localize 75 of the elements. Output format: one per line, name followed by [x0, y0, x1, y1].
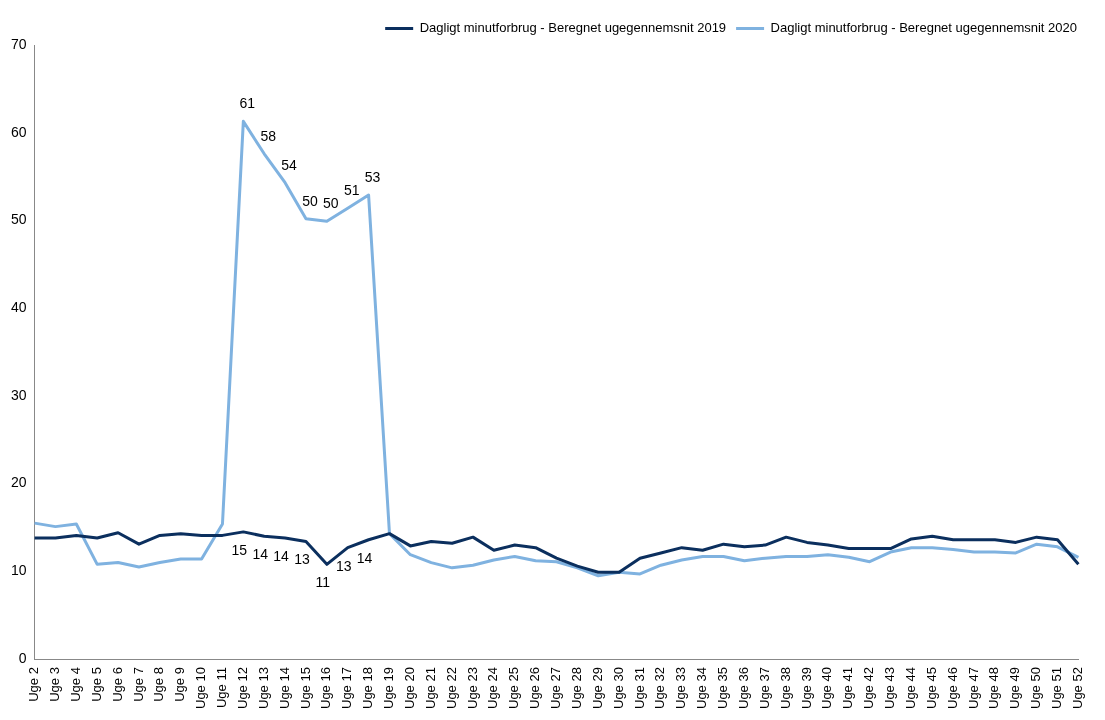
x-tick-label: Uge 21 — [422, 667, 438, 709]
data-label: 51 — [343, 182, 360, 199]
x-tick-label: Uge 38 — [777, 667, 793, 709]
x-tick-label: Uge 24 — [485, 667, 501, 709]
x-tick-label: Uge 13 — [255, 667, 271, 709]
data-label: 11 — [315, 574, 331, 591]
data-label: 13 — [294, 551, 310, 568]
x-tick-label: Uge 3 — [47, 667, 63, 702]
x-tick-label: Uge 4 — [67, 667, 83, 702]
x-tick-label: Uge 9 — [172, 667, 188, 702]
x-tick-label: Uge 39 — [798, 667, 814, 709]
x-tick-label: Uge 23 — [464, 667, 480, 709]
x-tick-label: Uge 43 — [882, 667, 898, 709]
x-tick-label: Uge 28 — [568, 667, 584, 709]
data-label: 50 — [302, 192, 318, 209]
x-tick-label: Uge 41 — [840, 667, 856, 709]
x-tick-label: Uge 45 — [923, 667, 939, 709]
data-label: 15 — [231, 541, 248, 558]
x-tick-label: Uge 48 — [986, 667, 1002, 709]
x-tick-label: Uge 42 — [861, 667, 877, 709]
data-label: 58 — [260, 127, 277, 144]
x-tick-label: Uge 25 — [506, 667, 522, 709]
x-tick-label: Uge 52 — [1069, 667, 1085, 709]
legend-label: Dagligt minutforbrug - Beregnet ugegennemsnit 2020 — [770, 20, 1078, 36]
y-tick-label: 50 — [10, 211, 27, 228]
y-tick-label: 10 — [10, 562, 27, 579]
x-tick-label: Uge 11 — [214, 667, 230, 709]
x-tick-label: Uge 44 — [902, 667, 918, 709]
x-tick-label: Uge 20 — [401, 667, 417, 709]
x-tick-label: Uge 51 — [1049, 667, 1065, 709]
x-tick-label: Uge 40 — [819, 667, 835, 709]
x-tick-label: Uge 18 — [360, 667, 376, 709]
data-label: 61 — [239, 95, 256, 112]
x-tick-label: Uge 35 — [715, 667, 731, 709]
y-tick-label: 70 — [10, 35, 27, 52]
y-tick-label: 20 — [10, 474, 27, 491]
data-label: 13 — [335, 557, 352, 574]
x-tick-label: Uge 22 — [443, 667, 459, 709]
x-tick-label: Uge 10 — [193, 667, 209, 709]
x-tick-label: Uge 37 — [756, 667, 772, 709]
x-tick-label: Uge 2 — [26, 667, 42, 702]
x-tick-label: Uge 46 — [944, 667, 960, 709]
x-tick-label: Uge 27 — [548, 667, 564, 709]
x-tick-label: Uge 29 — [589, 667, 605, 709]
x-tick-label: Uge 30 — [610, 667, 626, 709]
x-tick-label: Uge 47 — [965, 667, 981, 709]
y-tick-label: 30 — [10, 386, 27, 403]
x-tick-label: Uge 49 — [1007, 667, 1023, 709]
data-label: 54 — [281, 156, 298, 173]
x-tick-label: Uge 5 — [88, 667, 104, 702]
x-tick-label: Uge 36 — [735, 667, 751, 709]
x-tick-label: Uge 19 — [381, 667, 397, 709]
data-label: 14 — [273, 547, 290, 564]
x-tick-label: Uge 31 — [631, 667, 647, 709]
legend-label: Dagligt minutforbrug - Beregnet ugegennemsnit 2019 — [419, 20, 727, 36]
x-tick-label: Uge 32 — [652, 667, 668, 709]
data-label: 14 — [252, 546, 269, 563]
x-tick-label: Uge 15 — [297, 667, 313, 709]
y-tick-label: 60 — [10, 123, 27, 140]
x-tick-label: Uge 16 — [318, 667, 334, 709]
x-tick-label: Uge 7 — [130, 667, 146, 702]
x-tick-label: Uge 50 — [1028, 667, 1044, 709]
data-label: 14 — [356, 549, 373, 566]
x-tick-label: Uge 17 — [339, 667, 355, 709]
x-tick-label: Uge 26 — [527, 667, 543, 709]
y-tick-label: 40 — [10, 299, 27, 316]
x-tick-label: Uge 6 — [109, 667, 125, 702]
x-tick-label: Uge 34 — [694, 667, 710, 709]
x-tick-label: Uge 14 — [276, 667, 292, 709]
y-tick-label: 0 — [18, 649, 27, 666]
data-label: 50 — [323, 195, 339, 212]
x-tick-label: Uge 33 — [673, 667, 689, 709]
x-tick-label: Uge 8 — [151, 667, 167, 702]
data-label: 53 — [364, 168, 381, 185]
x-tick-label: Uge 12 — [234, 667, 250, 709]
